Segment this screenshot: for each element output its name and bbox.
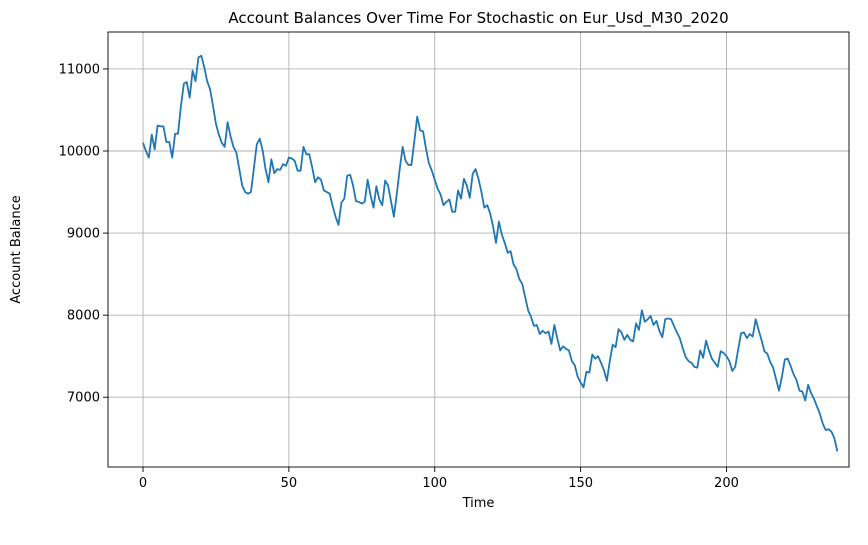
x-tick-label: 200 (714, 476, 739, 491)
grid-lines (108, 32, 849, 467)
axis-ticks: 0 50 100 150 200 7000 8000 9000 10000 11000 (59, 62, 739, 491)
balance-series-line (142, 54, 839, 452)
x-tick-label: 100 (422, 476, 447, 491)
x-tick-label: 150 (568, 476, 593, 491)
y-tick-label: 11000 (59, 62, 100, 77)
y-tick-label: 10000 (59, 145, 100, 160)
y-tick-label: 8000 (67, 309, 100, 324)
y-tick-label: 7000 (67, 391, 100, 406)
y-tick-label: 9000 (67, 227, 100, 242)
plot-frame (107, 31, 850, 468)
y-axis-label: Account Balance (9, 195, 24, 303)
x-tick-label: 0 (139, 476, 147, 491)
x-tick-label: 50 (281, 476, 298, 491)
chart-title: Account Balances Over Time For Stochasti… (228, 9, 728, 28)
x-axis-label: Time (462, 496, 495, 511)
